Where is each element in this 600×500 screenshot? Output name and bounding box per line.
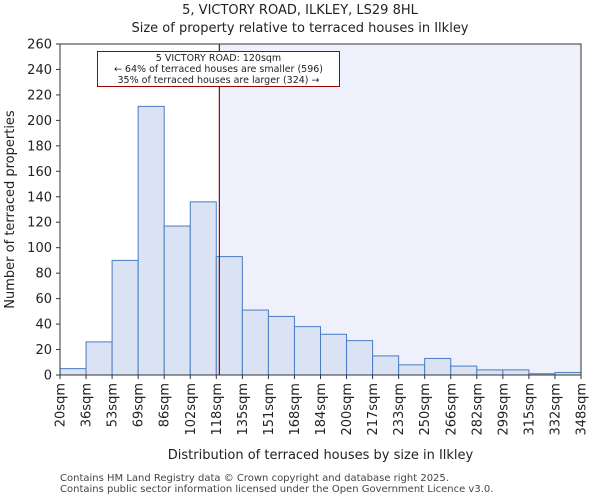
x-tick-label: 102sqm bbox=[184, 383, 199, 436]
bar bbox=[320, 333, 348, 376]
x-tick-label: 348sqm bbox=[575, 383, 590, 436]
annotation-line-smaller: ← 64% of terraced houses are smaller (59… bbox=[113, 64, 324, 75]
y-tick-label: 80 bbox=[35, 267, 52, 282]
x-tick-label: 266sqm bbox=[444, 383, 459, 436]
y-axis-label: Number of terraced properties bbox=[3, 110, 18, 309]
chart-subtitle: Size of property relative to terraced ho… bbox=[131, 21, 469, 36]
bar bbox=[215, 256, 243, 376]
bar bbox=[346, 340, 374, 376]
bar bbox=[293, 326, 322, 376]
x-tick-label: 118sqm bbox=[210, 383, 225, 436]
y-tick-label: 100 bbox=[27, 241, 52, 256]
x-tick-label: 168sqm bbox=[288, 383, 303, 436]
x-tick-label: 315sqm bbox=[522, 383, 537, 436]
bar bbox=[137, 105, 165, 376]
bar bbox=[241, 309, 269, 376]
y-tick-label: 60 bbox=[35, 292, 52, 307]
y-tick-label: 200 bbox=[27, 114, 52, 129]
y-tick-label: 20 bbox=[35, 343, 52, 358]
bar bbox=[372, 355, 400, 376]
y-tick-label: 220 bbox=[27, 88, 52, 103]
y-tick-label: 0 bbox=[44, 369, 52, 384]
x-tick-label: 53sqm bbox=[106, 383, 121, 427]
x-tick-label: 135sqm bbox=[236, 383, 251, 436]
x-tick-label: 69sqm bbox=[132, 383, 147, 427]
y-tick-label: 40 bbox=[35, 318, 52, 333]
bar bbox=[502, 369, 530, 376]
x-tick-label: 184sqm bbox=[314, 383, 329, 436]
bar bbox=[189, 201, 217, 376]
histogram-chart: 0 20 40 60 80 100 120 140 160 180 200 220 240 260 20sq… bbox=[3, 38, 590, 464]
x-tick-label: 217sqm bbox=[366, 383, 381, 436]
bar bbox=[424, 357, 452, 376]
footer-copyright: Contains HM Land Registry data © Crown c… bbox=[60, 473, 449, 484]
y-tick-label: 260 bbox=[27, 38, 52, 53]
x-tick-label: 20sqm bbox=[54, 383, 69, 427]
y-tick-label: 180 bbox=[27, 139, 52, 154]
bar bbox=[59, 368, 87, 376]
x-tick-label: 200sqm bbox=[340, 383, 355, 436]
bar bbox=[267, 315, 295, 376]
bar bbox=[111, 259, 139, 376]
annotation-line-property: 5 VICTORY ROAD: 120sqm bbox=[155, 53, 282, 64]
x-tick-label: 282sqm bbox=[470, 383, 485, 436]
chart-title-address: 5, VICTORY ROAD, ILKLEY, LS29 8HL bbox=[182, 3, 418, 18]
x-tick-label: 233sqm bbox=[392, 383, 407, 436]
bar bbox=[398, 364, 426, 376]
x-tick-label: 151sqm bbox=[262, 383, 277, 436]
footer-licence: Contains public sector information licen… bbox=[60, 484, 494, 495]
bar bbox=[450, 365, 478, 376]
x-tick-label: 86sqm bbox=[158, 383, 173, 427]
y-tick-label: 240 bbox=[27, 63, 52, 78]
y-tick-label: 120 bbox=[27, 216, 52, 231]
bar bbox=[163, 225, 191, 376]
y-tick-label: 140 bbox=[27, 190, 52, 205]
x-tick-label: 299sqm bbox=[496, 383, 511, 436]
annotation-line-larger: 35% of terraced houses are larger (324) … bbox=[117, 75, 320, 86]
x-tick-label: 250sqm bbox=[418, 383, 433, 436]
x-axis-label: Distribution of terraced houses by size … bbox=[168, 448, 474, 463]
bar bbox=[85, 341, 113, 376]
y-tick-label: 160 bbox=[27, 165, 52, 180]
property-annotation: 5 VICTORY ROAD: 120sqm ← 64% of terraced… bbox=[97, 51, 340, 87]
bar bbox=[476, 369, 504, 376]
x-tick-label: 332sqm bbox=[548, 383, 563, 436]
x-tick-label: 36sqm bbox=[80, 383, 95, 427]
